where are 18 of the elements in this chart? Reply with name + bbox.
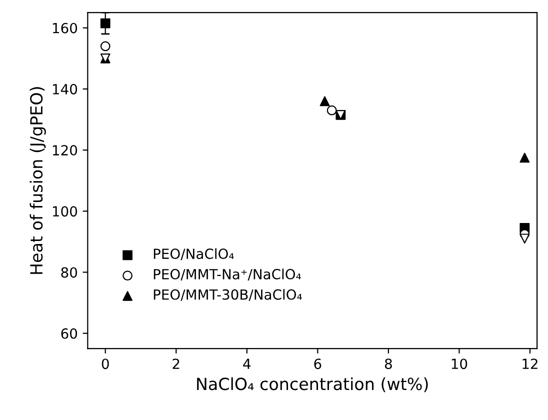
y-axis-title: Heat of fusion (J/gPEO): [30, 87, 46, 274]
y-tick-label: 60: [61, 328, 78, 339]
x-axis-title: NaClO₄ concentration (wt%): [197, 377, 428, 392]
x-tick-label: 6: [314, 358, 322, 370]
y-tick-label: 120: [52, 145, 78, 156]
y-tick-label: 100: [52, 206, 78, 217]
x-tick-label: 10: [452, 358, 468, 370]
legend-label: PEO/MMT-Na⁺/NaClO₄: [154, 268, 301, 281]
y-tick-label: 140: [52, 84, 78, 94]
x-tick-label: 2: [172, 358, 180, 369]
legend-label: PEO/NaClO₄: [154, 248, 234, 260]
x-tick-label: 8: [384, 358, 392, 370]
x-tick-label: 12: [522, 358, 538, 369]
x-tick-label: 4: [243, 358, 251, 369]
y-tick-label: 160: [52, 22, 78, 34]
x-tick-label: 0: [102, 358, 109, 370]
y-tick-label: 80: [61, 267, 78, 278]
legend-label: PEO/MMT-30B/NaClO₄: [154, 289, 302, 301]
